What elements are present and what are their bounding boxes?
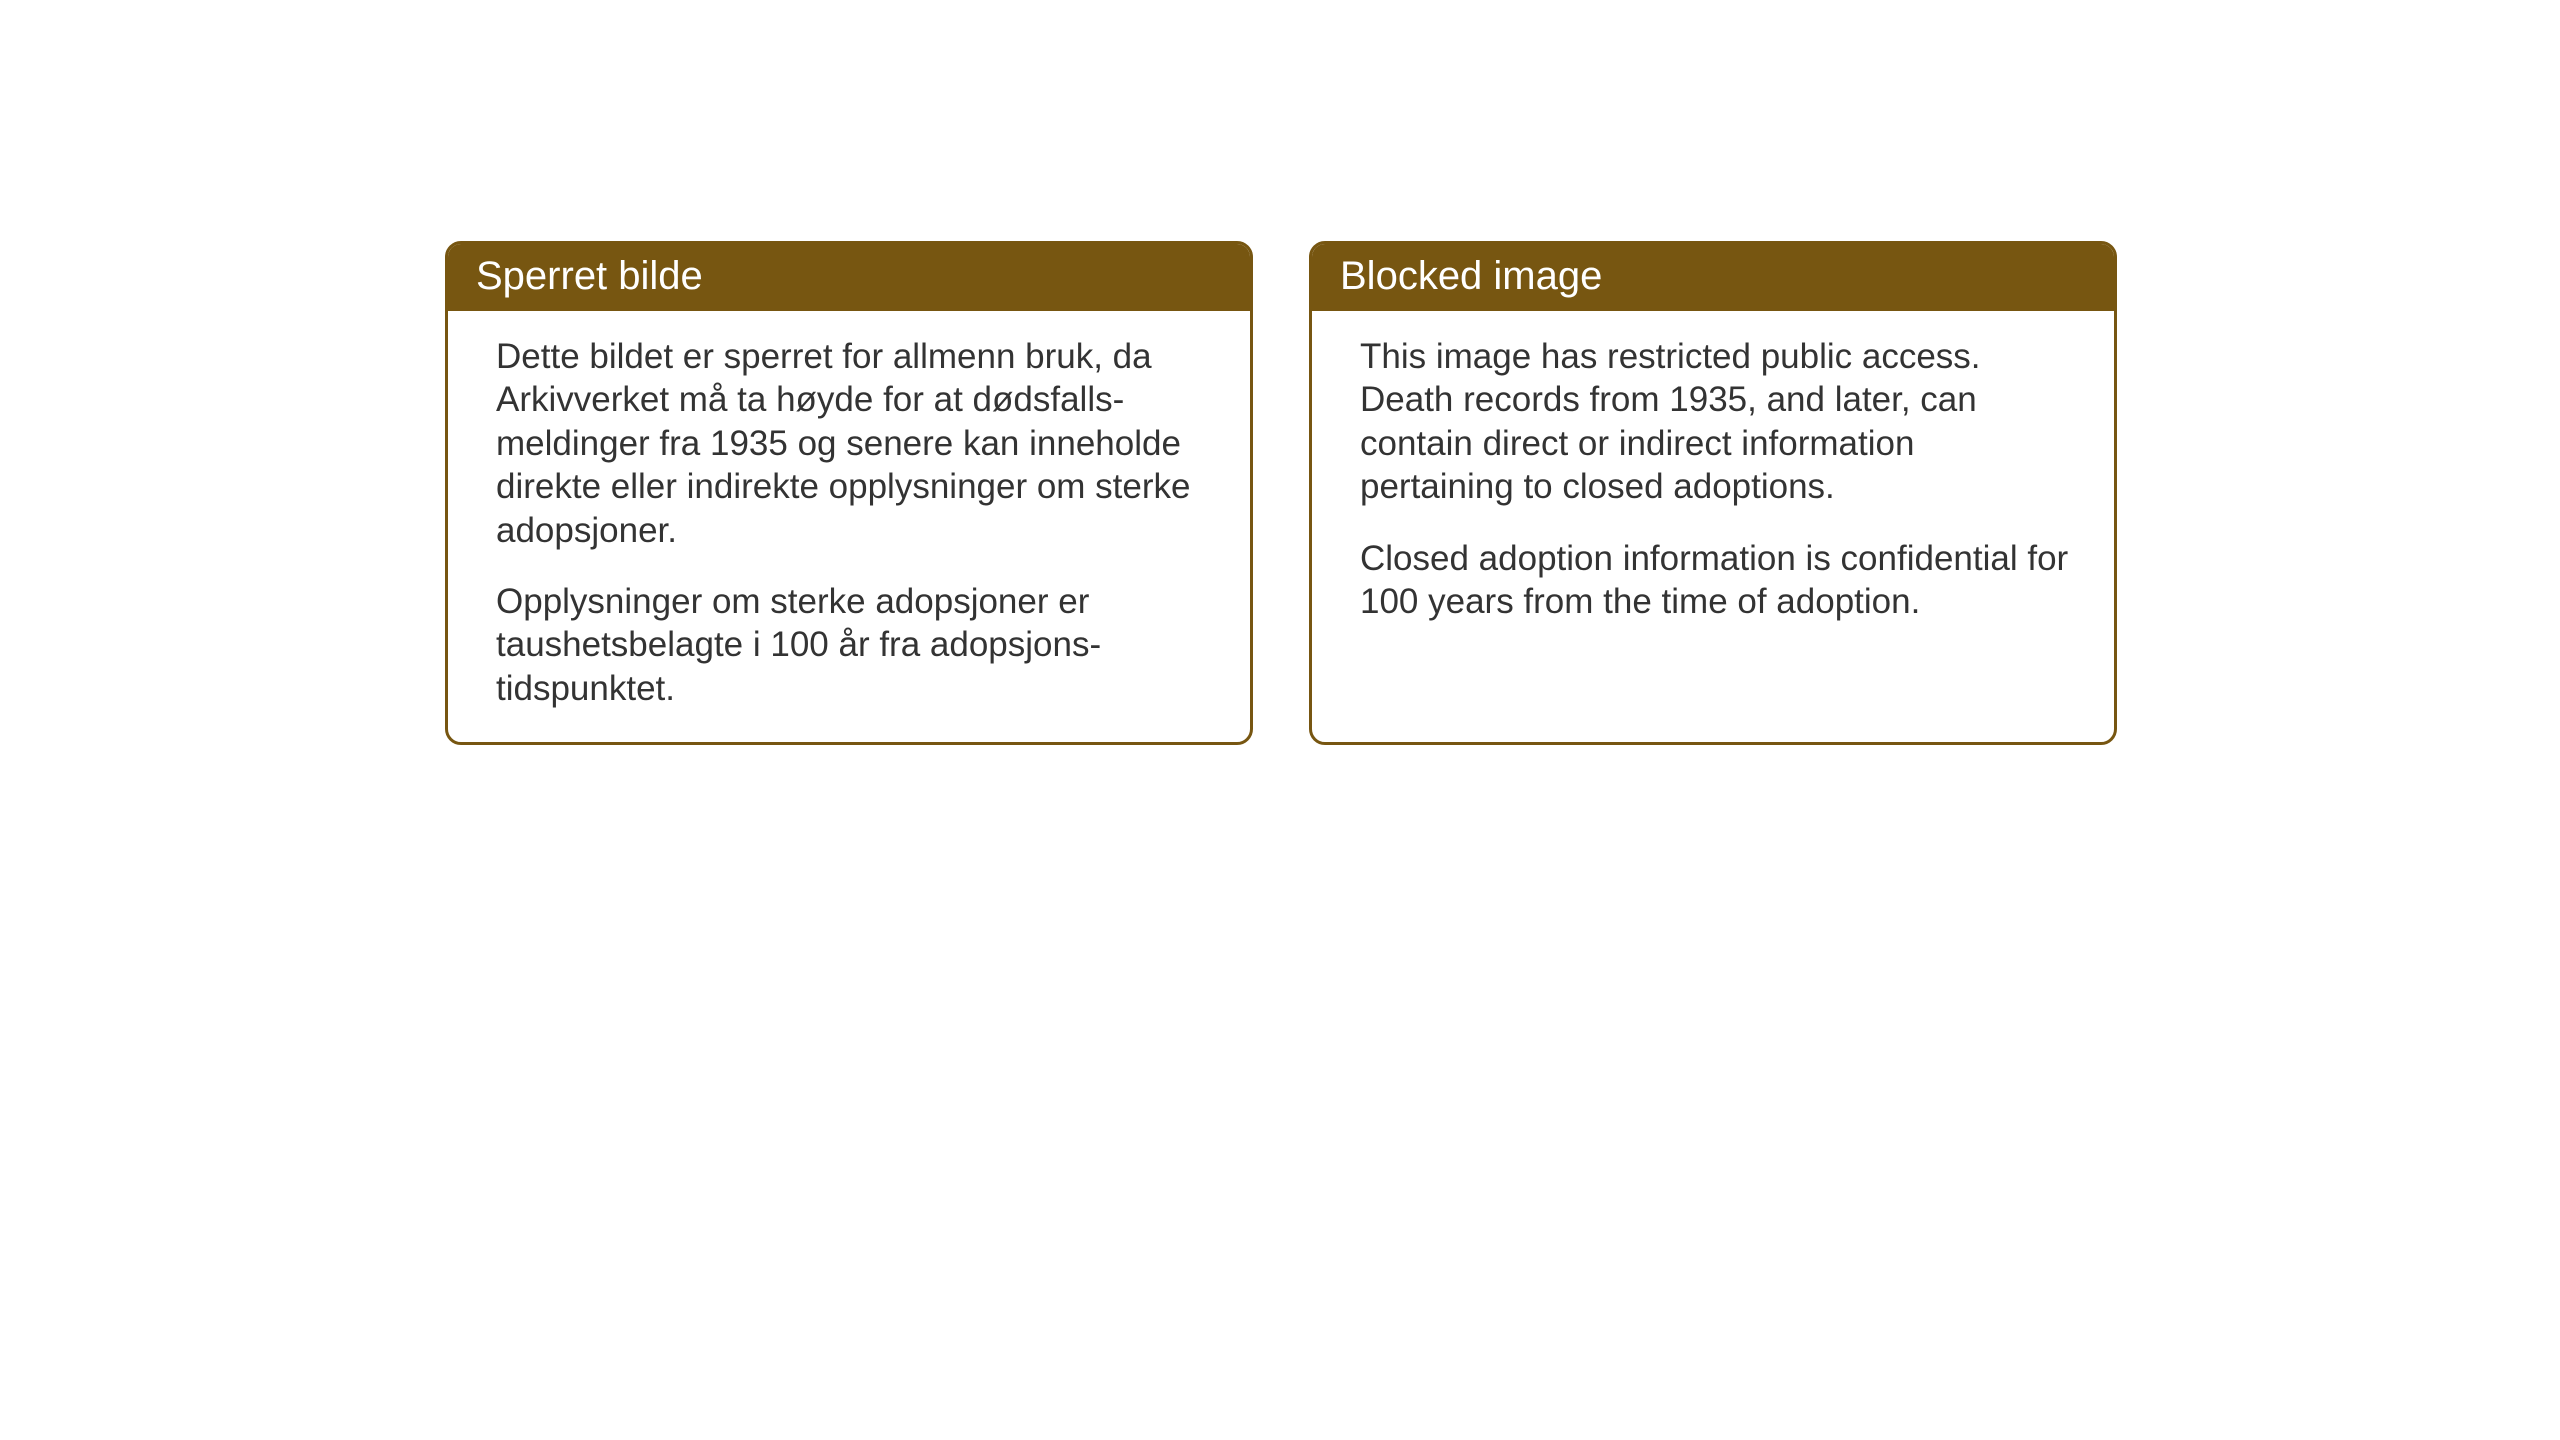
cards-container: Sperret bilde Dette bildet er sperret fo… bbox=[445, 241, 2117, 745]
card-header-english: Blocked image bbox=[1312, 244, 2114, 311]
card-title-english: Blocked image bbox=[1340, 254, 1602, 298]
card-english: Blocked image This image has restricted … bbox=[1309, 241, 2117, 745]
card-norwegian: Sperret bilde Dette bildet er sperret fo… bbox=[445, 241, 1253, 745]
card-body-norwegian: Dette bildet er sperret for allmenn bruk… bbox=[448, 311, 1250, 742]
card-paragraph-1-english: This image has restricted public access.… bbox=[1360, 335, 2074, 509]
card-header-norwegian: Sperret bilde bbox=[448, 244, 1250, 311]
card-paragraph-2-english: Closed adoption information is confident… bbox=[1360, 537, 2074, 624]
card-paragraph-1-norwegian: Dette bildet er sperret for allmenn bruk… bbox=[496, 335, 1210, 552]
card-title-norwegian: Sperret bilde bbox=[476, 254, 703, 298]
card-paragraph-2-norwegian: Opplysninger om sterke adopsjoner er tau… bbox=[496, 580, 1210, 710]
card-body-english: This image has restricted public access.… bbox=[1312, 311, 2114, 655]
